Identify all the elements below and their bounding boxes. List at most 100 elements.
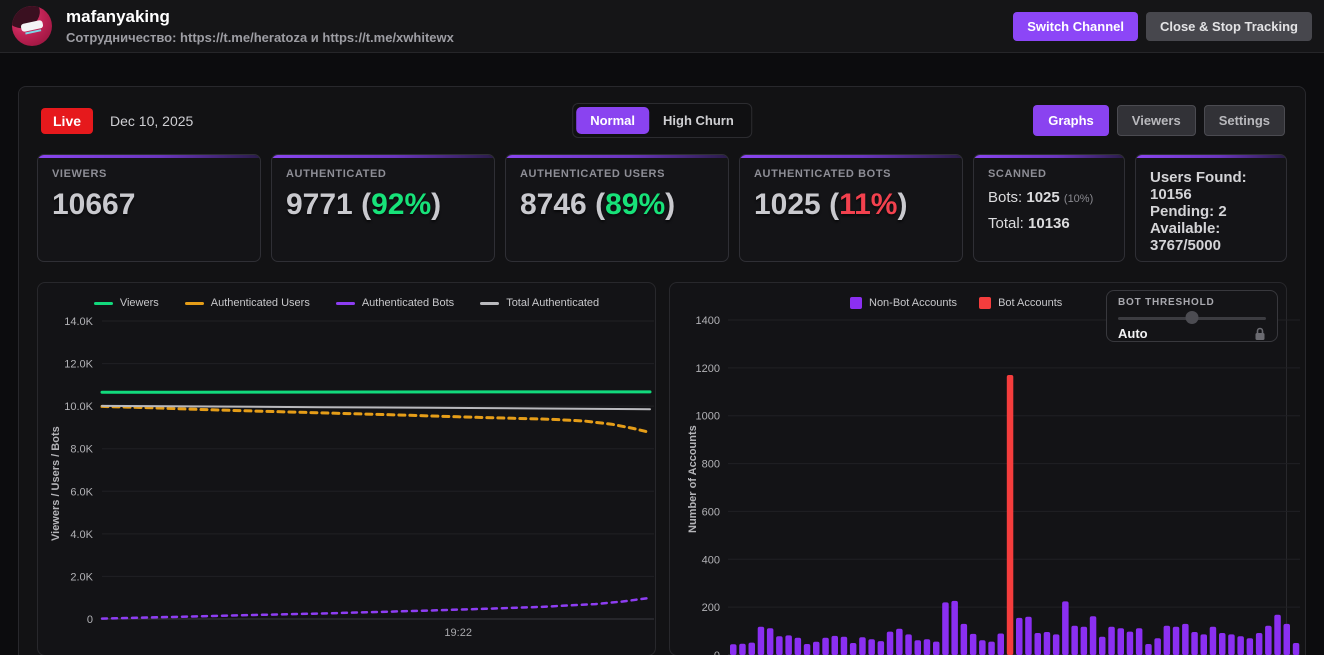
authenticated-card: AUTHENTICATED 9771 (92%) [271,154,495,262]
tab-viewers[interactable]: Viewers [1116,105,1196,136]
y-tick-label: 14.0K [64,316,93,328]
non-bot-accounts-bar [849,643,857,655]
non-bot-accounts-bar [1135,628,1143,655]
line-chart-legend: Viewers Authenticated Users Authenticate… [38,297,655,309]
close-stop-tracking-button[interactable]: Close & Stop Tracking [1146,11,1312,41]
channel-avatar [12,6,52,46]
non-bot-accounts-bar [803,644,811,655]
bot-threshold-slider[interactable] [1118,311,1266,324]
switch-channel-button[interactable]: Switch Channel [1013,11,1139,41]
viewers-card: VIEWERS 10667 [37,154,261,262]
non-bot-accounts-bar [988,641,995,655]
non-bot-accounts-bar [794,637,802,655]
stat-cards-row: VIEWERS 10667 AUTHENTICATED 9771 (92%) A… [37,154,1287,262]
bot-accounts-swatch-icon [979,297,992,309]
non-bot-accounts-bar [831,635,838,655]
toolbar: Live Dec 10, 2025 Normal High Churn Grap… [37,103,1287,138]
non-bot-accounts-bar [1292,643,1300,655]
authenticated-users-card-value: 8746 (89%) [520,188,676,221]
dashboard-panel: Live Dec 10, 2025 Normal High Churn Grap… [18,86,1306,655]
scanned-card: SCANNED Bots: 1025 (10%) Total: 10136 [973,154,1125,262]
stream-date: Dec 10, 2025 [110,113,194,129]
y-tick-label: 8.0K [70,444,93,456]
non-bot-accounts-bar [1265,625,1272,655]
legend-authenticated-bots[interactable]: Authenticated Bots [335,297,454,309]
non-bot-accounts-bar [1117,628,1124,655]
authenticated-users-card-label: AUTHENTICATED USERS [520,168,666,180]
non-bot-accounts-bar [1246,638,1254,655]
non-bot-accounts-bar [1052,634,1060,655]
y-tick-label: 2.0K [70,571,93,583]
authenticated-bots-pct: 11% [839,188,898,221]
y-tick-label: 6.0K [70,486,93,498]
non-bot-accounts-bar [1172,626,1180,655]
app-header: mafanyaking Сотрудничество: https://t.me… [0,0,1324,53]
authenticated-bots-card-label: AUTHENTICATED BOTS [754,168,892,180]
viewers-swatch-icon [93,301,113,305]
authenticated-card-label: AUTHENTICATED [286,168,387,180]
authenticated-pct: 92% [371,188,432,221]
non-bot-accounts-bar [822,637,829,655]
non-bot-accounts-bar [1099,636,1106,655]
line-chart: 0 2.0K 4.0K 6.0K 8.0K 10.0K 12.0K 14.0K 19:22 [64,316,654,639]
tab-settings[interactable]: Settings [1203,105,1285,136]
mode-normal-button[interactable]: Normal [576,107,650,134]
scanned-card-label: SCANNED [988,168,1047,180]
scanned-total-line: Total: 10136 [988,215,1070,232]
legend-non-bot-accounts[interactable]: Non-Bot Accounts [850,297,957,309]
non-bot-accounts-bar [914,640,921,655]
series-line-3 [101,404,651,411]
non-bot-accounts-bar [748,642,755,655]
non-bot-accounts-bar [840,636,848,655]
lock-icon[interactable] [1254,327,1266,341]
non-bot-accounts-bar [942,602,949,655]
quota-text: Users Found: 10156 Pending: 2 Available:… [1150,169,1247,254]
bot-threshold-label: BOT THRESHOLD [1118,297,1215,308]
non-bot-accounts-bar [997,633,1004,655]
non-bot-accounts-bar [923,639,931,655]
y-tick-label: 200 [702,602,720,614]
non-bot-accounts-bar [1163,625,1171,655]
non-bot-accounts-bar [951,600,958,655]
non-bot-accounts-bar [730,644,737,655]
bot-threshold-mode: Auto [1118,326,1148,341]
viewers-card-label: VIEWERS [52,168,107,180]
mode-high-churn-button[interactable]: High Churn [649,107,748,134]
authenticated-bots-card: AUTHENTICATED BOTS 1025 (11%) [739,154,963,262]
scanned-bots-pct: (10%) [1063,193,1094,205]
non-bot-accounts-bar [1200,634,1207,655]
y-tick-label: 4.0K [70,529,93,541]
non-bot-accounts-bar [859,637,866,655]
legend-authenticated-users[interactable]: Authenticated Users [184,297,310,309]
view-tabs: Graphs Viewers Settings [1033,105,1285,136]
total-authenticated-swatch-icon [480,301,500,305]
non-bot-accounts-bar [1071,625,1078,655]
authenticated-bots-swatch-icon [335,301,355,305]
bar-chart-panel: Non-Bot Accounts Bot Accounts BOT THRESH… [669,282,1300,655]
non-bot-accounts-swatch-icon [850,297,862,309]
legend-bot-accounts[interactable]: Bot Accounts [979,297,1062,309]
non-bot-accounts-bar [1043,632,1051,655]
authenticated-users-swatch-icon [184,301,204,305]
non-bot-accounts-bar [766,628,774,655]
non-bot-accounts-bar [1025,616,1032,655]
slider-thumb[interactable] [1185,311,1199,324]
legend-viewers[interactable]: Viewers [93,297,159,309]
non-bot-accounts-bar [757,626,765,655]
non-bot-accounts-bar [877,641,885,655]
non-bot-accounts-bar [969,633,977,655]
churn-mode-toggle: Normal High Churn [572,103,752,138]
tab-graphs[interactable]: Graphs [1033,105,1109,136]
bar-chart: 0 200 400 600 800 1000 1200 1400 [696,315,1300,655]
non-bot-accounts-bar [1034,633,1041,655]
x-tick-label: 19:22 [444,627,472,639]
line-chart-panel: Viewers Authenticated Users Authenticate… [37,282,656,655]
legend-total-authenticated[interactable]: Total Authenticated [480,297,599,309]
non-bot-accounts-bar [1283,623,1290,655]
viewers-card-value: 10667 [52,188,136,221]
non-bot-accounts-bar [1182,623,1189,655]
non-bot-accounts-bar [886,631,894,655]
non-bot-accounts-bar [896,628,903,655]
authenticated-users-card: AUTHENTICATED USERS 8746 (89%) [505,154,729,262]
non-bot-accounts-bar [1237,636,1244,655]
